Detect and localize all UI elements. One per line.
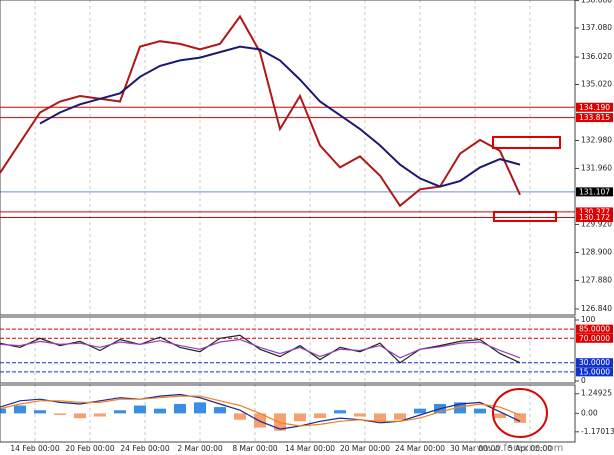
bar [134,405,146,414]
level-label-box [576,102,613,112]
annotation-box [492,136,561,149]
y-tick-label: 132.980 [581,135,612,144]
y-tick-label: 138.080 [581,0,612,5]
level-label: 131.107 [579,187,610,196]
x-tick-label: 20 Feb 00:00 [65,444,114,453]
bar [274,413,286,431]
level-label: 134.190 [579,103,610,112]
bar [34,410,46,414]
main-frame [0,0,576,316]
level-label-box [576,367,613,377]
bar [294,413,306,422]
series-line [39,45,521,188]
y-tick-label: 0.00 [581,408,598,417]
bar [234,413,246,420]
bar [354,413,366,417]
bar [94,413,106,417]
bar [334,410,346,414]
y-tick-label: 129.920 [581,219,612,228]
level-label-box [576,207,613,217]
level-label: 15.0000 [579,367,610,376]
y-tick-label: 136.020 [581,52,612,61]
series-line [0,14,521,208]
y-tick-label: 127.880 [581,275,612,284]
bar [214,407,226,414]
bar [454,402,466,414]
x-tick-label: 2 Mar 00:00 [177,444,223,453]
bar [474,408,486,414]
y-tick-label: 0 [581,376,586,385]
level-label-box [576,113,613,123]
bar [154,408,166,414]
y-tick-label: 135.020 [581,80,612,89]
series-line [0,395,521,427]
level-label: 130.377 [579,207,610,216]
rsi-frame [0,316,576,384]
level-label-box [576,333,613,343]
series-line [0,338,521,359]
y-tick-label: 137.080 [581,23,612,32]
annotation-box [493,211,557,222]
level-label-box [576,187,613,197]
watermark: www.forexre.com [477,443,564,454]
x-tick-label: 20 Mar 00:00 [340,444,390,453]
bar [174,403,186,414]
y-tick-label: -1.17013 [581,427,614,436]
level-label-box [576,358,613,368]
level-label: 70.0000 [579,334,610,343]
level-label: 133.815 [579,113,610,122]
bar [54,413,66,415]
y-tick-label: 1.24925 [581,389,612,398]
level-label-box [576,324,613,334]
y-tick-label: 100 [581,315,596,324]
x-tick-label: 30 Mar 00:00 [450,444,500,453]
level-label: 85.0000 [579,325,610,334]
bar [194,402,206,414]
bar [254,413,266,428]
level-label: 130.172 [579,213,610,222]
plot [0,14,526,431]
level-label-box [576,213,613,223]
bar [494,413,506,419]
x-tick-label: 24 Feb 00:00 [120,444,169,453]
bar [114,410,126,414]
x-tick-label: 8 Mar 00:00 [232,444,278,453]
bar [0,408,6,414]
axis-labels: 14 Feb 00:00 20 Feb 00:00 24 Feb 00:00 2 Ma… [10,0,614,453]
x-tick-label: 14 Mar 00:00 [285,444,335,453]
bar [74,413,86,419]
x-tick-label: 5 Apr 00:00 [508,444,552,453]
grid [0,0,575,442]
y-tick-label: 128.900 [581,247,612,256]
annotation-ellipse [492,388,548,438]
y-tick-label: 126.840 [581,304,612,313]
bar [414,408,426,414]
bar [314,413,326,419]
x-tick-label: 24 Mar 00:00 [395,444,445,453]
level-label: 30.0000 [579,358,610,367]
bar [374,413,386,422]
x-tick-label: 14 Feb 00:00 [10,444,59,453]
bar [14,405,26,414]
y-tick-label: 131.960 [581,163,612,172]
bar [394,413,406,420]
bar [514,413,526,423]
